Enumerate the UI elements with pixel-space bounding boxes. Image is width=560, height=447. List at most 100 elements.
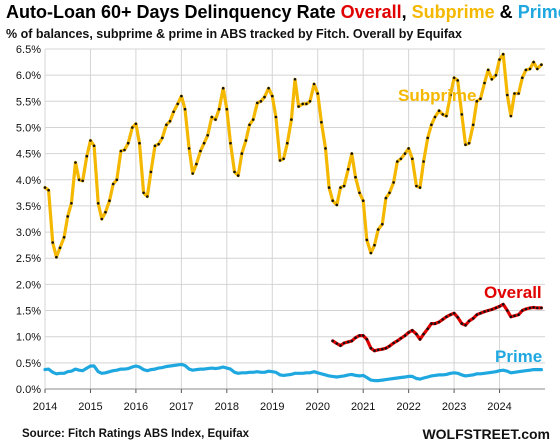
data-point-subprime [221,86,225,90]
data-point-subprime [81,179,84,183]
data-point-overall [490,308,494,311]
data-point-overall [437,320,441,324]
data-point-subprime [415,184,418,188]
x-tick-label: 2018 [215,401,239,413]
data-point-overall [528,306,532,310]
data-point-overall [354,336,357,340]
data-point-subprime [464,143,467,146]
data-point-subprime [301,102,305,106]
series-line-overall [331,302,543,353]
data-point-subprime [126,141,130,145]
data-point-subprime [312,82,316,86]
data-point-subprime [388,191,391,195]
data-point-subprime [267,86,270,90]
data-point-overall [521,309,524,312]
chart-subtitle: % of balances, subprime & prime in ABS t… [6,27,462,41]
data-point-subprime [176,102,179,106]
data-point-overall [369,346,373,350]
data-point-subprime [85,154,89,158]
data-point-overall [445,315,448,319]
data-point-subprime [373,243,376,247]
data-point-overall [415,332,418,336]
data-point-subprime [509,114,513,118]
y-tick-label: 1.0% [16,332,41,344]
series-line-subprime [43,52,543,259]
x-tick-label: 2015 [78,401,102,413]
data-point-subprime [282,157,285,161]
data-point-subprime [108,199,111,202]
data-point-subprime [236,174,240,177]
data-point-overall [396,339,399,343]
data-point-subprime [214,118,217,121]
data-point-subprime [111,182,115,186]
title-overall: Overall [340,2,402,22]
x-tick-label: 2022 [396,401,420,413]
data-point-overall [331,339,335,343]
x-tick-label: 2021 [351,401,375,413]
data-point-subprime [346,168,350,171]
data-point-overall [350,339,354,343]
data-point-subprime [399,157,403,161]
data-point-subprime [293,78,297,81]
data-point-subprime [131,126,134,129]
data-point-subprime [92,144,96,148]
data-point-subprime [521,76,524,80]
data-point-overall [376,348,380,352]
data-point-subprime [342,184,346,188]
data-point-subprime [430,123,433,127]
data-point-subprime [58,246,62,250]
data-point-subprime [183,107,187,111]
data-point-subprime [138,141,141,145]
data-point-overall [407,331,410,334]
data-point-subprime [202,141,206,145]
data-point-subprime [452,76,456,80]
data-point-subprime [506,93,509,97]
data-point-subprime [369,251,373,255]
data-point-subprime [119,149,123,153]
data-point-overall [365,338,369,341]
data-point-overall [388,344,391,348]
x-tick-label: 2023 [442,401,466,413]
credit-logo: WOLFSTREET.com [422,426,550,442]
y-tick-label: 2.5% [16,253,41,265]
data-point-overall [486,309,490,312]
data-point-subprime [513,92,516,95]
data-point-subprime [407,147,410,150]
y-tick-label: 4.5% [16,149,41,161]
data-point-overall [358,334,361,337]
data-point-subprime [142,191,145,195]
data-point-overall [403,334,407,337]
data-point-subprime [100,217,104,221]
data-point-subprime [305,102,308,106]
data-point-overall [509,315,513,319]
series-group [43,52,543,383]
series-labels: Subprime Overall Prime [398,86,542,366]
data-point-subprime [384,196,388,200]
data-point-subprime [361,199,365,202]
data-point-subprime [354,175,357,179]
data-point-subprime [206,134,209,137]
data-point-overall [411,329,414,332]
y-tick-label: 5.5% [16,96,41,108]
data-point-overall [540,306,543,310]
data-point-subprime [433,115,437,119]
data-point-overall [426,327,430,331]
data-point-subprime [290,118,293,121]
data-point-subprime [123,148,126,152]
data-point-subprime [426,136,430,140]
data-point-subprime [187,147,191,150]
data-point-subprime [210,115,214,119]
y-tick-label: 0.0% [16,384,41,396]
data-point-subprime [456,79,460,82]
data-point-subprime [335,203,339,207]
data-point-subprime [278,159,282,162]
data-point-overall [399,337,403,340]
data-point-subprime [104,210,107,214]
data-point-overall [422,332,425,336]
data-point-subprime [501,52,505,56]
data-point-subprime [528,67,532,71]
data-point-overall [342,341,346,345]
data-point-subprime [274,115,278,119]
data-point-overall [339,344,342,347]
